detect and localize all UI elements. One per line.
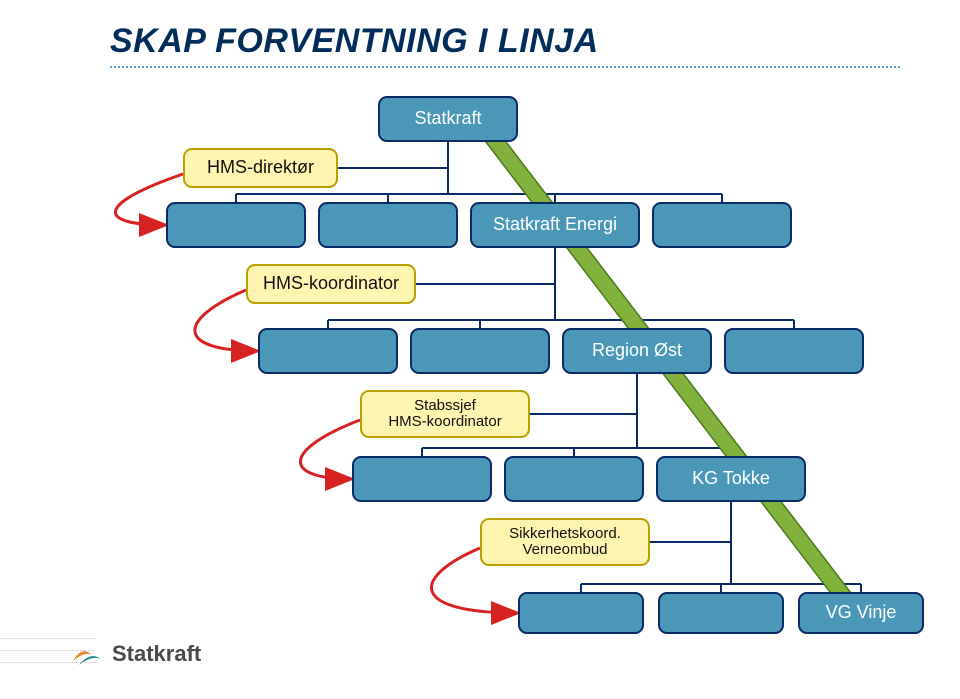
footer-dots-3 — [0, 662, 95, 663]
node-row3_b — [504, 456, 644, 502]
node-hms_dir: HMS-direktør — [183, 148, 338, 188]
node-vg_vinje: VG Vinje — [798, 592, 924, 634]
footer-dots-2 — [0, 650, 95, 651]
statkraft-logo: Statkraft — [70, 637, 201, 671]
node-statkraft_energi: Statkraft Energi — [470, 202, 640, 248]
node-row4_a — [518, 592, 644, 634]
node-row4_b — [658, 592, 784, 634]
node-row2_b — [410, 328, 550, 374]
node-row1_b — [318, 202, 458, 248]
node-region_ost: Region Øst — [562, 328, 712, 374]
node-row1_d — [652, 202, 792, 248]
node-stabssjef: StabssjefHMS-koordinator — [360, 390, 530, 438]
node-row3_a — [352, 456, 492, 502]
node-row2_d — [724, 328, 864, 374]
node-hms_koord1: HMS-koordinator — [246, 264, 416, 304]
statkraft-logo-mark — [70, 637, 104, 671]
statkraft-logo-text: Statkraft — [112, 641, 201, 667]
node-kg_tokke: KG Tokke — [656, 456, 806, 502]
node-row2_a — [258, 328, 398, 374]
node-row1_a — [166, 202, 306, 248]
node-sikkerhets: Sikkerhetskoord.Verneombud — [480, 518, 650, 566]
node-statkraft: Statkraft — [378, 96, 518, 142]
footer-dots-1 — [0, 638, 95, 639]
